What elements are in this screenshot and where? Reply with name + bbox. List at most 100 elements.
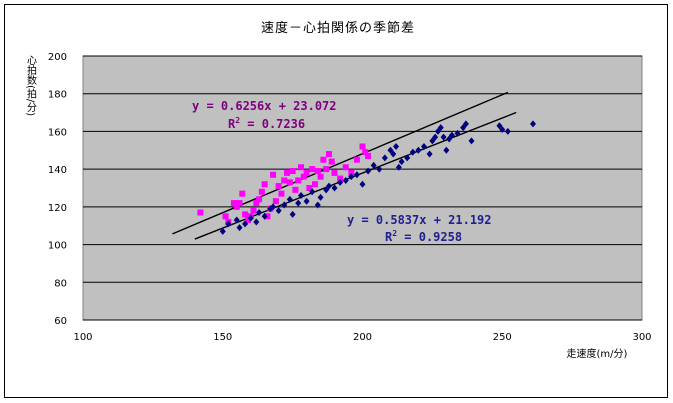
data-point [314,201,321,209]
data-point [504,127,511,135]
data-point [325,151,332,158]
data-point [365,152,372,159]
data-point [284,169,291,176]
data-point [317,193,324,201]
y-tick-label: 180 [48,90,67,101]
data-point [244,217,251,224]
data-point [236,200,243,207]
y-tick-label: 100 [48,241,67,252]
data-point [353,156,360,163]
data-point [261,181,268,188]
data-point [242,211,249,218]
data-point [323,166,330,173]
data-point [317,173,324,180]
y-tick-label: 80 [54,278,67,289]
data-point [381,154,388,162]
data-point [222,213,229,220]
data-point [440,133,447,141]
data-point [331,184,338,192]
data-point [434,127,441,135]
data-point [314,168,321,175]
gridlines [83,55,642,321]
series-2-r-squared: R2 = 0.9258 [385,229,462,244]
y-axis-title: 心拍数(拍/分) [25,55,37,116]
data-point [309,188,316,196]
data-point [286,195,293,203]
data-point [359,143,366,150]
series-1-equation: y = 0.6256x + 23.072 [192,99,337,113]
data-point [342,176,349,184]
data-point [415,146,422,154]
data-point [462,120,469,128]
data-point [253,218,260,226]
data-point [247,214,254,222]
data-point [311,181,318,188]
data-point [253,200,260,207]
data-point [398,158,405,166]
data-point [225,220,232,228]
x-tick-label: 250 [493,332,512,343]
y-tick-label: 120 [48,203,67,214]
data-point [309,166,316,173]
data-point [348,169,355,176]
data-point [404,154,411,162]
x-tick-label: 100 [73,332,92,343]
data-point [365,167,372,175]
data-point [272,198,279,205]
data-point [328,158,335,165]
data-point [281,177,288,184]
x-tick-label: 150 [213,332,232,343]
data-point [362,149,369,156]
data-point [409,148,416,156]
data-point [446,135,453,143]
x-tick-label: 300 [632,332,651,343]
data-point [303,169,310,176]
data-point [395,163,402,171]
data-point [323,186,330,194]
data-point [306,185,313,191]
data-point [468,137,475,145]
data-point [443,146,450,154]
data-point [258,188,265,195]
data-point [270,203,277,211]
plot-area [82,55,643,321]
data-point [197,209,204,216]
data-points [197,120,536,235]
data-point [376,165,383,173]
data-point [295,177,302,184]
data-point [429,137,436,145]
data-point [233,216,240,224]
x-axis-title: 走速度(m/分) [567,347,628,360]
data-point [275,183,282,190]
data-point [426,150,433,158]
data-point [275,207,282,215]
data-point [270,171,277,178]
data-point [298,164,305,171]
data-point [298,192,305,200]
data-point [432,133,439,141]
data-point [236,224,243,232]
data-point [281,201,288,209]
chart-title: 速度－心拍関係の季節差 [261,20,415,36]
data-point [256,209,263,217]
data-point [303,197,310,205]
y-tick-label: 140 [48,165,67,176]
data-point [292,186,299,193]
data-point [331,169,338,176]
data-point [230,200,237,207]
y-tick-label: 160 [48,127,67,138]
data-point [420,143,427,151]
data-point [437,124,444,132]
data-point [242,220,249,228]
data-point [219,227,226,235]
series-2-equation: y = 0.5837x + 21.192 [347,213,492,227]
data-point [261,212,268,220]
y-axis: 60 80 100 120 140 160 180 200 [48,52,67,327]
x-axis: 100 150 200 250 300 [73,332,651,343]
series-1-r-squared: R2 = 0.7236 [228,116,305,131]
data-point [348,173,355,181]
x-tick-label: 200 [353,332,372,343]
data-point [250,207,257,214]
data-point [289,168,296,175]
